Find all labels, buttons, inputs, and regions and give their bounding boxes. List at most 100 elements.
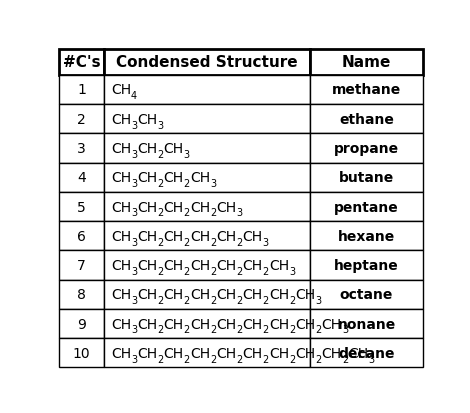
- Text: CH: CH: [137, 229, 157, 243]
- Text: CH: CH: [164, 171, 184, 185]
- Bar: [59, 163, 104, 192]
- Text: CH: CH: [137, 200, 157, 214]
- Text: 2: 2: [184, 179, 190, 189]
- Bar: [59, 134, 104, 163]
- Text: 3: 3: [131, 150, 137, 159]
- Bar: [310, 309, 423, 338]
- Text: 2: 2: [210, 266, 216, 276]
- Bar: [310, 163, 423, 192]
- Text: 2: 2: [315, 354, 321, 364]
- Text: CH: CH: [216, 259, 236, 273]
- Text: CH: CH: [164, 317, 184, 331]
- Text: 2: 2: [315, 325, 321, 335]
- Text: CH: CH: [243, 346, 263, 360]
- Text: 8: 8: [77, 287, 86, 301]
- Text: 2: 2: [184, 266, 190, 276]
- Bar: [104, 309, 310, 338]
- Text: CH: CH: [190, 171, 210, 185]
- Text: CH: CH: [111, 229, 131, 243]
- Bar: [310, 105, 423, 134]
- Text: 2: 2: [236, 354, 243, 364]
- Bar: [104, 134, 310, 163]
- Bar: [59, 50, 104, 76]
- Text: 2: 2: [289, 354, 295, 364]
- Text: 3: 3: [131, 120, 137, 130]
- Text: CH: CH: [216, 317, 236, 331]
- Text: 3: 3: [131, 208, 137, 218]
- Text: 2: 2: [184, 237, 190, 247]
- Text: 2: 2: [342, 354, 348, 364]
- Text: 4: 4: [77, 171, 86, 185]
- Text: CH: CH: [137, 142, 157, 156]
- Text: CH: CH: [190, 346, 210, 360]
- Text: CH: CH: [216, 346, 236, 360]
- Text: 3: 3: [131, 237, 137, 247]
- Text: CH: CH: [269, 259, 289, 273]
- Text: heptane: heptane: [334, 259, 399, 273]
- Text: CH: CH: [137, 112, 157, 126]
- Text: 3: 3: [368, 354, 374, 364]
- Text: 2: 2: [236, 266, 243, 276]
- Text: 2: 2: [289, 325, 295, 335]
- Text: 3: 3: [210, 179, 216, 189]
- Text: 2: 2: [184, 354, 190, 364]
- Bar: [310, 338, 423, 368]
- Text: CH: CH: [190, 317, 210, 331]
- Text: CH: CH: [216, 200, 236, 214]
- Text: 6: 6: [77, 229, 86, 243]
- Text: CH: CH: [111, 142, 131, 156]
- Text: 2: 2: [184, 295, 190, 305]
- Text: 4: 4: [131, 91, 137, 101]
- Text: 3: 3: [77, 142, 86, 156]
- Text: CH: CH: [111, 83, 131, 97]
- Bar: [59, 338, 104, 368]
- Text: CH: CH: [269, 287, 289, 301]
- Bar: [104, 192, 310, 222]
- Text: CH: CH: [243, 229, 263, 243]
- Text: CH: CH: [137, 346, 157, 360]
- Text: 7: 7: [77, 259, 86, 273]
- Text: 2: 2: [184, 325, 190, 335]
- Text: ethane: ethane: [339, 112, 394, 126]
- Text: CH: CH: [111, 112, 131, 126]
- Text: 3: 3: [289, 266, 295, 276]
- Text: 2: 2: [210, 325, 216, 335]
- Bar: [59, 76, 104, 105]
- Text: 2: 2: [289, 295, 295, 305]
- Text: CH: CH: [243, 317, 263, 331]
- Bar: [104, 280, 310, 309]
- Text: CH: CH: [190, 259, 210, 273]
- Text: 3: 3: [131, 354, 137, 364]
- Text: 10: 10: [73, 346, 90, 360]
- Text: 3: 3: [131, 266, 137, 276]
- Text: nonane: nonane: [337, 317, 396, 331]
- Text: Name: Name: [342, 55, 391, 70]
- Bar: [59, 309, 104, 338]
- Text: #C's: #C's: [63, 55, 100, 70]
- Text: CH: CH: [111, 287, 131, 301]
- Bar: [59, 280, 104, 309]
- Text: CH: CH: [111, 259, 131, 273]
- Bar: [310, 50, 423, 76]
- Bar: [59, 222, 104, 251]
- Bar: [104, 251, 310, 280]
- Text: 2: 2: [263, 266, 269, 276]
- Text: 3: 3: [263, 237, 269, 247]
- Bar: [310, 134, 423, 163]
- Text: 2: 2: [236, 325, 243, 335]
- Text: CH: CH: [164, 229, 184, 243]
- Text: 2: 2: [263, 325, 269, 335]
- Text: CH: CH: [216, 229, 236, 243]
- Bar: [310, 76, 423, 105]
- Text: 2: 2: [210, 208, 216, 218]
- Text: 2: 2: [263, 295, 269, 305]
- Text: 3: 3: [184, 150, 190, 159]
- Text: 3: 3: [131, 295, 137, 305]
- Text: CH: CH: [243, 259, 263, 273]
- Text: CH: CH: [216, 287, 236, 301]
- Bar: [104, 163, 310, 192]
- Bar: [310, 192, 423, 222]
- Bar: [310, 280, 423, 309]
- Text: 1: 1: [77, 83, 86, 97]
- Text: 2: 2: [236, 295, 243, 305]
